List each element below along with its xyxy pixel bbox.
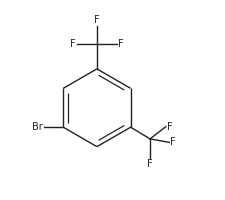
Text: F: F xyxy=(70,39,76,49)
Text: Br: Br xyxy=(32,122,43,132)
Text: F: F xyxy=(167,122,172,132)
Text: F: F xyxy=(94,15,100,25)
Text: F: F xyxy=(147,159,153,169)
Text: F: F xyxy=(170,137,176,147)
Text: F: F xyxy=(118,39,124,49)
